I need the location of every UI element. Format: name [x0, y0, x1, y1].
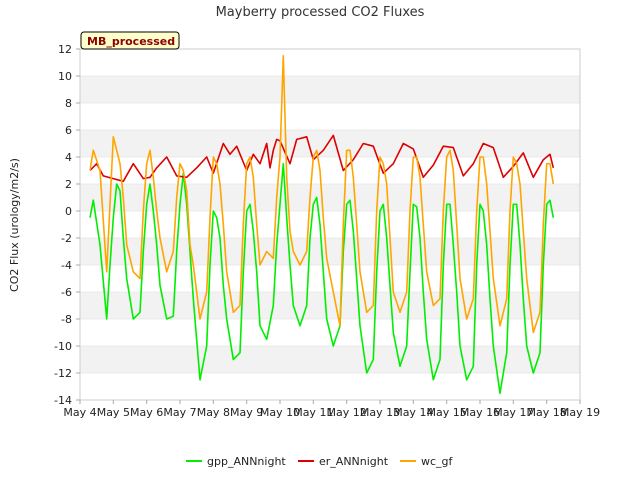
y-tick-label: -12 — [54, 367, 72, 380]
legend-label-wc-gf: wc_gf — [421, 455, 454, 468]
y-tick-label: 10 — [58, 70, 72, 83]
series-lines — [89, 54, 555, 395]
x-tick-label: May 10 — [260, 406, 300, 419]
y-tick-label: 0 — [65, 205, 72, 218]
series-line-gpp-annnight — [89, 162, 555, 395]
plot-band — [80, 103, 580, 130]
x-tick-label: May 8 — [197, 406, 230, 419]
plot-band — [80, 211, 580, 238]
badge-label: MB_processed — [87, 35, 175, 48]
x-tick-label: May 12 — [327, 406, 367, 419]
y-tick-label: -6 — [61, 286, 72, 299]
y-tick-label: -2 — [61, 232, 72, 245]
legend: gpp_ANNnight er_ANNnight wc_gf — [186, 455, 454, 468]
x-tick-label: May 5 — [97, 406, 130, 419]
y-tick-label: 8 — [65, 97, 72, 110]
legend-label-er-annnight: er_ANNnight — [319, 455, 389, 468]
badge-box — [80, 31, 180, 50]
x-tick-label: May 13 — [360, 406, 400, 419]
plot-band — [80, 184, 580, 211]
legend-label-gpp-annnight: gpp_ANNnight — [207, 455, 286, 468]
y-tick-label: -14 — [54, 394, 72, 407]
x-tick-label: May 7 — [163, 406, 196, 419]
y-tick-label: 6 — [65, 124, 72, 137]
plot-frame — [79, 48, 581, 401]
plot-band — [80, 373, 580, 400]
x-tick-label: May 11 — [293, 406, 333, 419]
y-axis-label: CO2 Flux (urology/m2/s) — [8, 158, 21, 292]
dataset-badge: MB_processed — [80, 31, 180, 50]
y-tick-label: 12 — [58, 43, 72, 56]
y-tick-label: -8 — [61, 313, 72, 326]
plot-band — [80, 49, 580, 76]
y-tick-label: -4 — [61, 259, 72, 272]
y-tick-label: -10 — [54, 340, 72, 353]
y-tick-label: 4 — [65, 151, 72, 164]
x-tick-label: May 6 — [130, 406, 163, 419]
x-tick-label: May 18 — [527, 406, 567, 419]
x-tick-label: May 16 — [460, 406, 500, 419]
x-tick-label: May 14 — [393, 406, 433, 419]
y-axis-ticks: -14 -12 -10 -8 -6 -4 -2 0 2 4 6 8 10 12 — [54, 43, 80, 407]
x-tick-label: May 17 — [493, 406, 533, 419]
series-line-wc-gf — [89, 54, 555, 334]
plot-band — [80, 130, 580, 157]
x-tick-label: May 4 — [63, 406, 96, 419]
y-tick-label: 2 — [65, 178, 72, 191]
chart-title: Mayberry processed CO2 Fluxes — [216, 5, 425, 20]
x-tick-label: May 9 — [230, 406, 263, 419]
plot-band — [80, 76, 580, 103]
plot-band — [80, 238, 580, 265]
series-line-er-annnight — [89, 134, 555, 183]
x-tick-label: May 15 — [427, 406, 467, 419]
x-tick-label: May 19 — [560, 406, 600, 419]
